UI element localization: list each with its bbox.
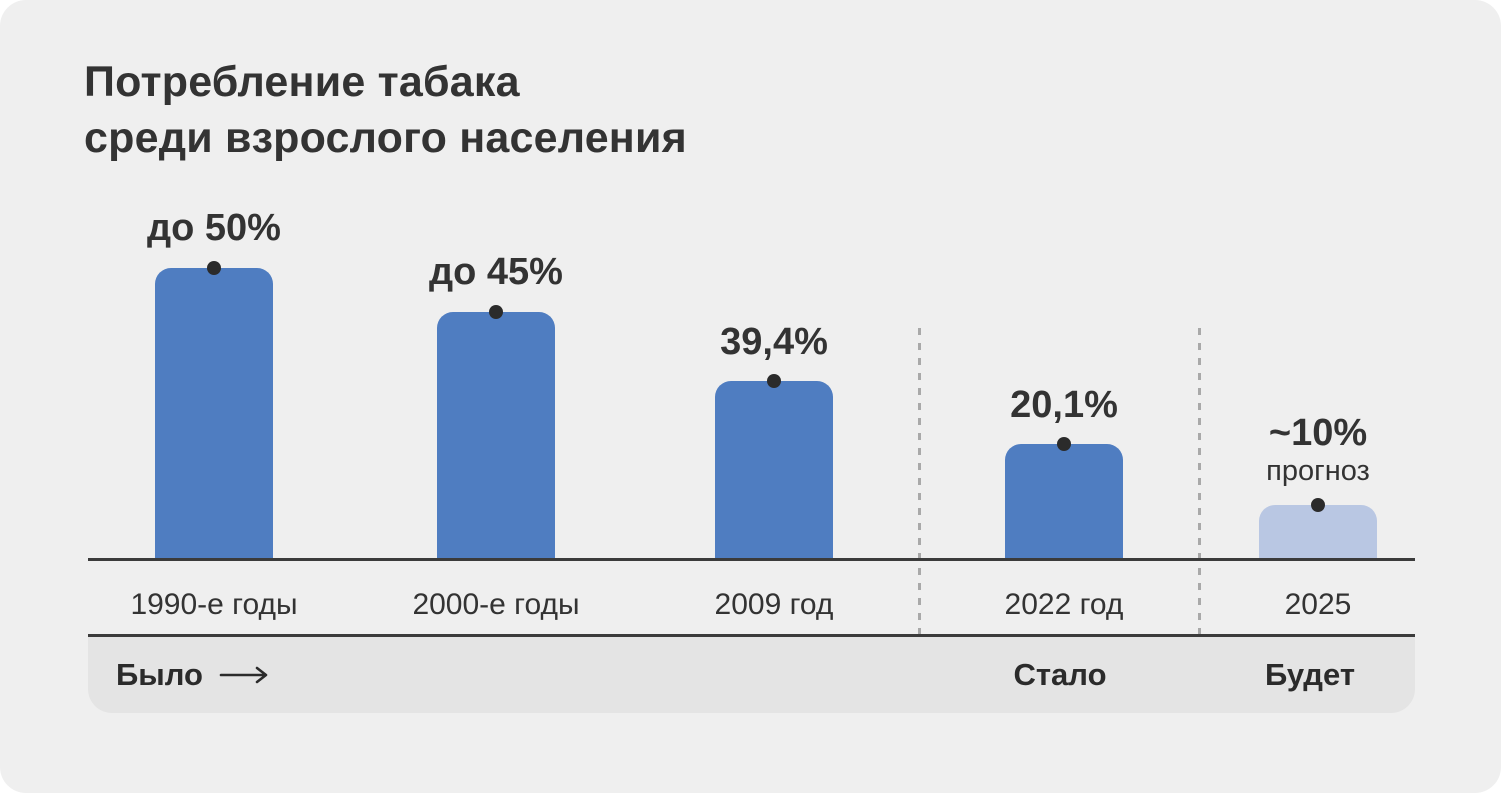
x-label-2022: 2022 год [1004, 588, 1124, 621]
section-divider-dashed-left [918, 328, 921, 713]
bar-top-dot-icon [767, 374, 781, 388]
bar-value-2009: 39,4% [720, 321, 828, 363]
forecast-note: прогноз [1266, 455, 1370, 487]
bar-value-2025: ~10% [1268, 412, 1368, 454]
bar-value-label: 20,1% [904, 384, 1224, 426]
x-label-2025: 2025 [1284, 588, 1352, 621]
bar-1990s [155, 268, 273, 560]
bar-value-label: 39,4% [614, 321, 934, 363]
period-band: Было Стало Будет [88, 637, 1415, 713]
x-axis-baseline [88, 558, 1415, 561]
right-arrow-icon [219, 665, 271, 685]
bar-value-1990s: до 50% [147, 207, 281, 249]
title-line-1: Потребление табака [84, 58, 520, 106]
x-label-1990s: 1990-е годы [130, 588, 298, 621]
period-became: Стало [1013, 657, 1107, 692]
bar-2022 [1005, 444, 1123, 560]
period-will-be: Будет [1264, 657, 1356, 692]
band-top-line [88, 634, 1415, 637]
title-line-2: среди взрослого населения [84, 114, 687, 162]
x-label-2009: 2009 год [714, 588, 834, 621]
bar-top-dot-icon [1057, 437, 1071, 451]
bar-top-dot-icon [1311, 498, 1325, 512]
bar-top-dot-icon [489, 305, 503, 319]
bar-2000s [437, 312, 555, 560]
bar-top-dot-icon [207, 261, 221, 275]
x-label-2000s: 2000-е годы [412, 588, 580, 621]
bar-2025-forecast [1259, 505, 1377, 560]
bar-value-label: до 50% [54, 207, 374, 249]
section-divider-dashed-right [1198, 328, 1201, 713]
bar-value-2022: 20,1% [1010, 384, 1118, 426]
page-title: Потребление табака среди взрослого населе… [84, 54, 687, 166]
bar-value-2000s: до 45% [429, 251, 563, 293]
bar-value-label: ~10% прогноз [1158, 412, 1478, 489]
bar-2009 [715, 381, 833, 560]
period-was: Было [116, 637, 271, 713]
bar-value-label: до 45% [336, 251, 656, 293]
